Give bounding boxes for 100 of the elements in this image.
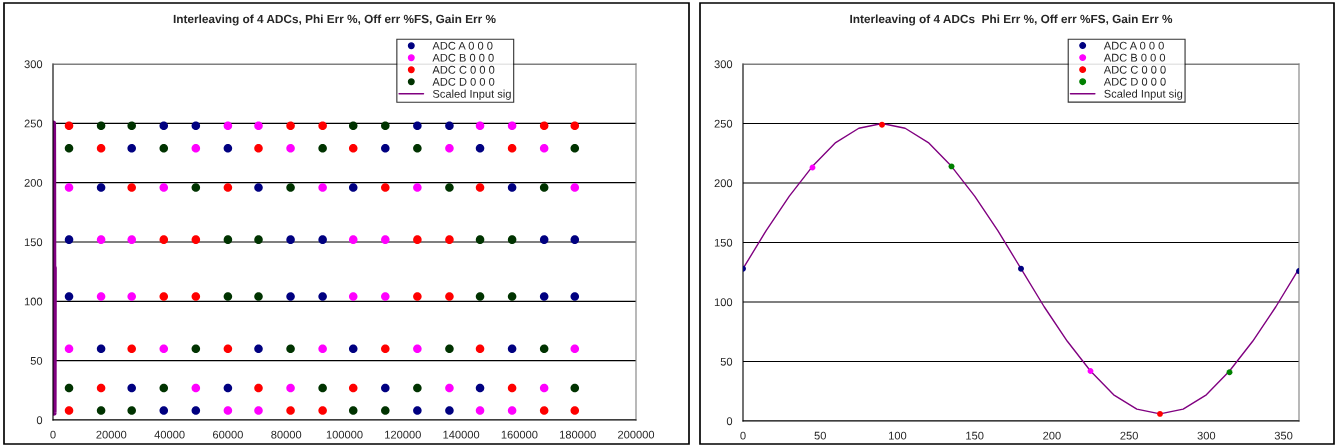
point (381, 121, 390, 130)
point (96, 406, 106, 415)
point (318, 406, 327, 415)
y-tick-label: 150 (714, 238, 733, 247)
point (318, 235, 327, 244)
point (413, 383, 422, 393)
point (539, 383, 549, 393)
point (127, 235, 136, 244)
x-tick-label: 60000 (213, 430, 243, 439)
point (381, 183, 390, 192)
point (1087, 368, 1094, 374)
point (445, 143, 454, 153)
point (539, 121, 549, 130)
point (445, 183, 454, 192)
point (223, 121, 233, 130)
y-tick-label: 50 (720, 357, 733, 366)
legend-label: ADC D 0 0 0 (432, 77, 495, 86)
point (507, 383, 517, 393)
y-tick-label: 250 (24, 119, 43, 128)
point (191, 121, 201, 130)
point (223, 143, 233, 153)
point (223, 292, 233, 301)
point (159, 406, 169, 415)
point (159, 235, 169, 244)
point (475, 292, 485, 301)
point (570, 235, 580, 244)
point (570, 344, 580, 354)
point (286, 183, 295, 192)
point (809, 164, 816, 171)
legend-label: Scaled Input sig (1104, 89, 1183, 100)
point (318, 383, 327, 393)
point (254, 406, 263, 415)
point (127, 292, 136, 301)
point (475, 121, 485, 130)
point (348, 383, 358, 393)
legend-label: Scaled Input sig (432, 89, 511, 100)
point (475, 344, 485, 354)
x-tick-label: 200000 (618, 430, 655, 439)
point (539, 183, 549, 192)
point (539, 235, 549, 244)
y-tick-label: 300 (24, 60, 43, 69)
point (191, 143, 201, 153)
x-tick-label: 0 (740, 431, 746, 440)
point (507, 292, 517, 301)
point (507, 406, 517, 415)
point (127, 121, 136, 130)
x-tick-label: 180000 (560, 430, 596, 439)
point (381, 235, 390, 244)
point (159, 292, 169, 301)
point (127, 406, 136, 415)
legend-label: ADC A 0 0 0 (432, 41, 493, 50)
point (348, 183, 358, 192)
point (254, 344, 263, 354)
point (191, 383, 201, 393)
point (381, 344, 390, 354)
point (96, 235, 106, 244)
point (570, 143, 580, 153)
point (159, 183, 169, 192)
legend-label: ADC D 0 0 0 (1103, 77, 1166, 86)
point (445, 383, 454, 393)
point (348, 121, 358, 130)
x-tick-label: 50 (814, 431, 826, 440)
point (381, 383, 390, 393)
point (191, 235, 201, 244)
x-tick-label: 150 (966, 431, 984, 440)
point (96, 344, 106, 354)
x-tick-label: 100 (889, 431, 907, 440)
x-tick-label: 200 (1043, 431, 1061, 440)
point (413, 235, 422, 244)
point (318, 121, 327, 130)
point (127, 344, 136, 354)
point (127, 383, 136, 393)
point (348, 406, 358, 415)
point (570, 183, 580, 192)
point (96, 183, 106, 192)
x-tick-label: 350 (1274, 431, 1293, 440)
point (570, 292, 580, 301)
point (159, 383, 169, 393)
point (191, 183, 201, 192)
point (1157, 410, 1163, 417)
point (286, 292, 295, 301)
x-tick-label: 80000 (271, 430, 302, 439)
point (286, 406, 295, 415)
x-tick-label: 120000 (385, 430, 421, 439)
point (127, 183, 136, 192)
x-tick-label: 250 (1120, 431, 1138, 440)
point (507, 121, 517, 130)
point (570, 121, 580, 130)
point (445, 292, 454, 301)
y-tick-label: 0 (36, 416, 43, 425)
point (348, 235, 358, 244)
point (318, 183, 327, 192)
point (223, 235, 233, 244)
point (254, 121, 263, 130)
y-tick-label: 50 (30, 356, 43, 365)
point (879, 121, 885, 128)
point (191, 344, 201, 354)
point (413, 121, 422, 130)
point (507, 235, 517, 244)
point (191, 292, 201, 301)
